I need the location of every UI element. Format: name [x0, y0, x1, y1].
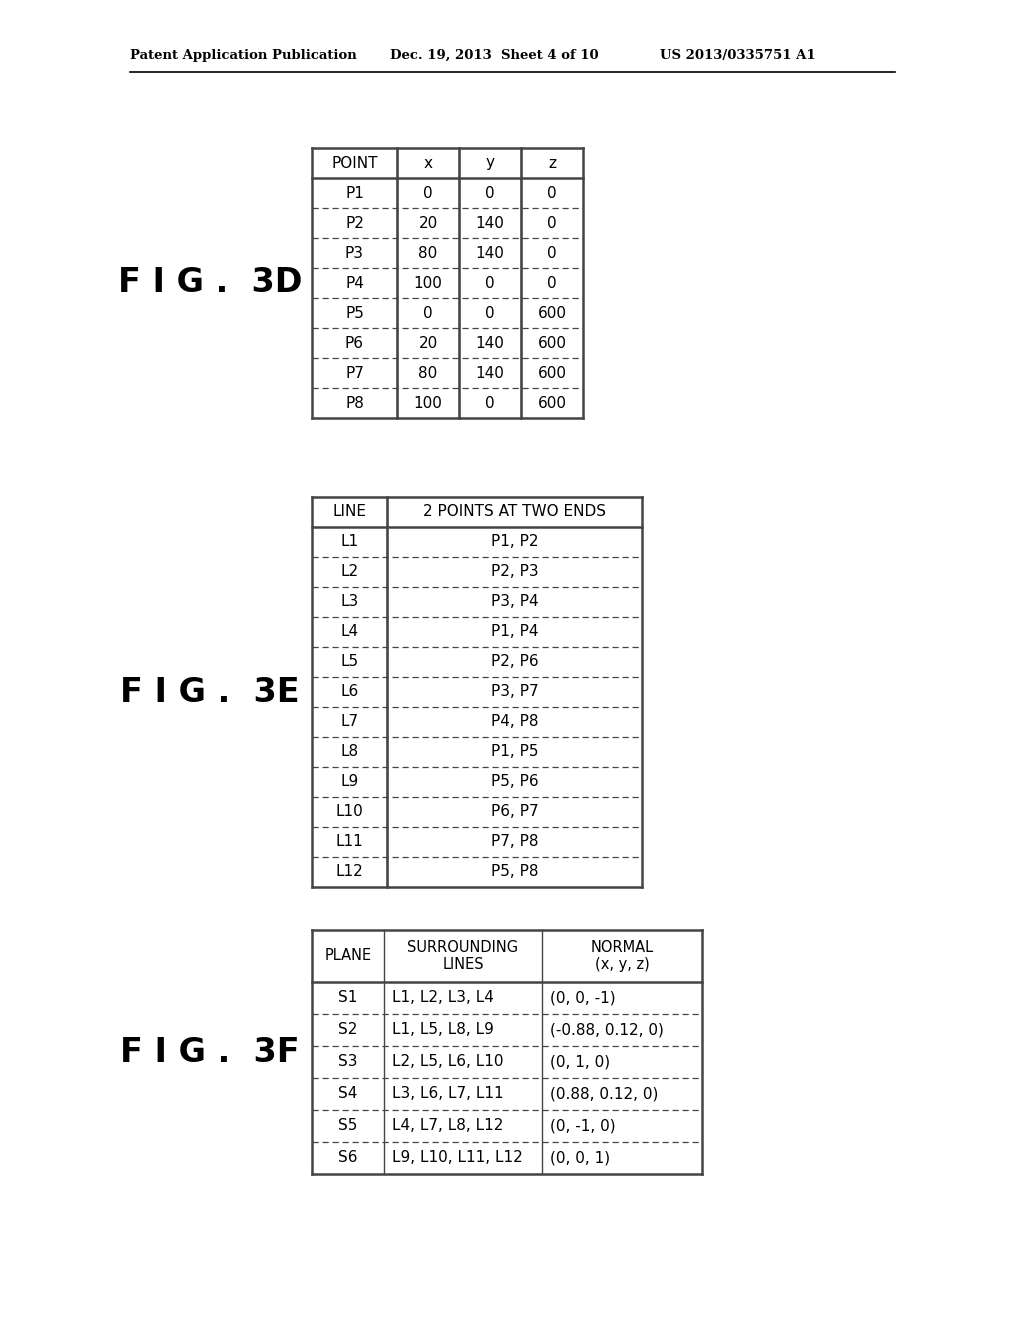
Text: S1: S1: [338, 990, 357, 1006]
Text: S3: S3: [338, 1055, 357, 1069]
Text: L1: L1: [340, 535, 358, 549]
Text: (0, 0, 1): (0, 0, 1): [550, 1151, 610, 1166]
Text: POINT: POINT: [331, 156, 378, 170]
Text: S6: S6: [338, 1151, 357, 1166]
Text: P2: P2: [345, 215, 364, 231]
Text: F I G .  3E: F I G . 3E: [120, 676, 300, 709]
Text: 80: 80: [419, 366, 437, 380]
Text: (0, 1, 0): (0, 1, 0): [550, 1055, 610, 1069]
Text: 600: 600: [538, 396, 566, 411]
Text: P6: P6: [345, 335, 364, 351]
Text: P5: P5: [345, 305, 364, 321]
Text: P7, P8: P7, P8: [490, 834, 539, 850]
Text: SURROUNDING
LINES: SURROUNDING LINES: [408, 940, 518, 973]
Bar: [312, 148, 583, 418]
Text: L3, L6, L7, L11: L3, L6, L7, L11: [392, 1086, 504, 1101]
Text: 0: 0: [547, 276, 557, 290]
Text: P3, P7: P3, P7: [490, 685, 539, 700]
Text: 0: 0: [485, 186, 495, 201]
Text: L11: L11: [336, 834, 364, 850]
Text: (0, 0, -1): (0, 0, -1): [550, 990, 615, 1006]
Text: L10: L10: [336, 804, 364, 820]
Text: S5: S5: [338, 1118, 357, 1134]
Text: P2, P3: P2, P3: [490, 565, 539, 579]
Text: L8: L8: [340, 744, 358, 759]
Text: Dec. 19, 2013  Sheet 4 of 10: Dec. 19, 2013 Sheet 4 of 10: [390, 49, 599, 62]
Text: P1, P5: P1, P5: [490, 744, 539, 759]
Text: P5, P6: P5, P6: [490, 775, 539, 789]
Text: 0: 0: [547, 186, 557, 201]
Text: 600: 600: [538, 305, 566, 321]
Text: 600: 600: [538, 366, 566, 380]
Text: P1, P4: P1, P4: [490, 624, 539, 639]
Text: L9: L9: [340, 775, 358, 789]
Text: 600: 600: [538, 335, 566, 351]
Text: 0: 0: [485, 396, 495, 411]
Text: y: y: [485, 156, 495, 170]
Text: 140: 140: [475, 366, 505, 380]
Bar: [312, 498, 642, 887]
Text: 0: 0: [485, 305, 495, 321]
Text: P2, P6: P2, P6: [490, 655, 539, 669]
Text: 140: 140: [475, 215, 505, 231]
Text: (0, -1, 0): (0, -1, 0): [550, 1118, 615, 1134]
Text: 0: 0: [485, 276, 495, 290]
Text: P3, P4: P3, P4: [490, 594, 539, 610]
Text: L12: L12: [336, 865, 364, 879]
Text: x: x: [424, 156, 432, 170]
Text: 140: 140: [475, 246, 505, 260]
Text: P4: P4: [345, 276, 364, 290]
Text: L1, L5, L8, L9: L1, L5, L8, L9: [392, 1023, 494, 1038]
Text: L2, L5, L6, L10: L2, L5, L6, L10: [392, 1055, 504, 1069]
Text: L4: L4: [340, 624, 358, 639]
Text: P4, P8: P4, P8: [490, 714, 539, 730]
Text: F I G .  3F: F I G . 3F: [120, 1035, 300, 1068]
Text: P1, P2: P1, P2: [490, 535, 539, 549]
Text: 20: 20: [419, 335, 437, 351]
Text: 2 POINTS AT TWO ENDS: 2 POINTS AT TWO ENDS: [423, 504, 606, 520]
Text: 20: 20: [419, 215, 437, 231]
Text: S2: S2: [338, 1023, 357, 1038]
Text: P6, P7: P6, P7: [490, 804, 539, 820]
Text: 100: 100: [414, 276, 442, 290]
Text: P5, P8: P5, P8: [490, 865, 539, 879]
Text: US 2013/0335751 A1: US 2013/0335751 A1: [660, 49, 816, 62]
Text: P3: P3: [345, 246, 364, 260]
Text: (-0.88, 0.12, 0): (-0.88, 0.12, 0): [550, 1023, 664, 1038]
Text: S4: S4: [338, 1086, 357, 1101]
Text: 100: 100: [414, 396, 442, 411]
Text: 0: 0: [423, 186, 433, 201]
Text: L7: L7: [340, 714, 358, 730]
Text: 0: 0: [423, 305, 433, 321]
Text: P1: P1: [345, 186, 364, 201]
Text: L1, L2, L3, L4: L1, L2, L3, L4: [392, 990, 494, 1006]
Text: z: z: [548, 156, 556, 170]
Text: 140: 140: [475, 335, 505, 351]
Text: L5: L5: [340, 655, 358, 669]
Text: L3: L3: [340, 594, 358, 610]
Text: P7: P7: [345, 366, 364, 380]
Text: PLANE: PLANE: [325, 949, 372, 964]
Text: L6: L6: [340, 685, 358, 700]
Text: F I G .  3D: F I G . 3D: [118, 267, 302, 300]
Text: 0: 0: [547, 246, 557, 260]
Bar: [312, 931, 702, 1173]
Text: LINE: LINE: [333, 504, 367, 520]
Text: 0: 0: [547, 215, 557, 231]
Text: (0.88, 0.12, 0): (0.88, 0.12, 0): [550, 1086, 658, 1101]
Text: Patent Application Publication: Patent Application Publication: [130, 49, 356, 62]
Text: P8: P8: [345, 396, 364, 411]
Text: 80: 80: [419, 246, 437, 260]
Text: NORMAL
(x, y, z): NORMAL (x, y, z): [591, 940, 653, 973]
Text: L4, L7, L8, L12: L4, L7, L8, L12: [392, 1118, 504, 1134]
Text: L9, L10, L11, L12: L9, L10, L11, L12: [392, 1151, 522, 1166]
Text: L2: L2: [340, 565, 358, 579]
